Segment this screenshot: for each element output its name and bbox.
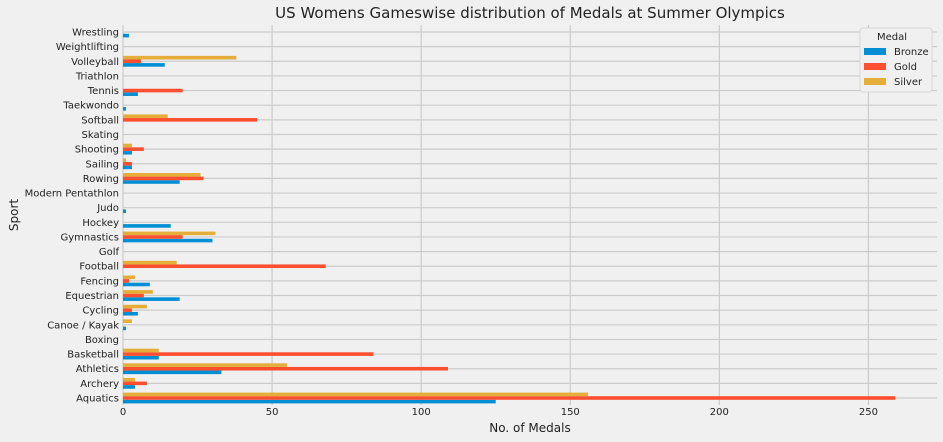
y-axis-label: Sport xyxy=(7,199,21,232)
bar-silver xyxy=(123,319,132,323)
x-tick-label: 200 xyxy=(710,407,729,418)
y-tick-label: Tennis xyxy=(87,86,119,97)
y-tick-label: Equestrian xyxy=(65,291,119,302)
bar-gold xyxy=(123,308,132,312)
bar-bronze xyxy=(123,224,171,228)
bar-bronze xyxy=(123,180,180,184)
x-tick-label: 150 xyxy=(561,407,580,418)
bar-bronze xyxy=(123,326,126,331)
bar-bronze xyxy=(123,33,129,38)
y-tick-label: Athletics xyxy=(76,364,119,375)
bar-bronze xyxy=(123,355,159,360)
bar-silver xyxy=(123,275,135,280)
bar-gold xyxy=(123,235,183,239)
y-tick-label: Judo xyxy=(96,203,119,214)
y-tick-label: Gymnastics xyxy=(61,232,120,243)
bar-silver xyxy=(123,304,147,309)
y-tick-label: Fencing xyxy=(80,276,119,287)
y-tick-label: Skating xyxy=(82,130,119,141)
bar-bronze xyxy=(123,209,126,214)
bar-gold xyxy=(123,59,141,64)
bar-bronze xyxy=(123,282,150,287)
y-tick-label: Archery xyxy=(80,379,119,390)
bar-gold xyxy=(123,88,183,93)
bar-gold xyxy=(123,396,896,400)
legend-label-bronze: Bronze xyxy=(894,47,929,58)
chart-title: US Womens Gameswise distribution of Meda… xyxy=(275,4,785,22)
bar-gold xyxy=(123,118,258,122)
bar-silver xyxy=(123,392,589,397)
y-tick-label: Cycling xyxy=(82,306,119,317)
bar-silver xyxy=(123,55,237,60)
bar-silver xyxy=(123,173,201,177)
legend-label-silver: Silver xyxy=(894,77,923,88)
y-tick-label: Sailing xyxy=(86,159,120,170)
y-tick-label: Triathlon xyxy=(75,71,119,82)
legend-box xyxy=(859,27,933,93)
legend-swatch-silver xyxy=(864,78,886,85)
plot-area: 0 50 100 150 200 250 Aquatics Archery Athletics B… xyxy=(25,25,937,418)
y-tick-label: Wrestling xyxy=(72,28,119,39)
x-axis-label: No. of Medals xyxy=(489,421,570,435)
x-tick-label: 50 xyxy=(266,407,279,418)
y-tick-label: Softball xyxy=(81,115,119,126)
bar-silver xyxy=(123,114,168,119)
legend-title: Medal xyxy=(877,32,907,43)
bar-silver xyxy=(123,158,126,162)
bar-gold xyxy=(123,147,144,151)
bar-bronze xyxy=(123,385,135,389)
plot-background xyxy=(123,25,937,405)
y-tick-label: Weightlifting xyxy=(56,42,119,53)
x-tick-label: 100 xyxy=(412,407,431,418)
bar-bronze xyxy=(123,92,138,96)
legend: Medal Bronze Gold Silver xyxy=(859,27,933,93)
bar-gold xyxy=(123,161,132,166)
bar-silver xyxy=(123,348,159,353)
legend-swatch-gold xyxy=(864,63,886,70)
y-tick-label: Football xyxy=(79,262,119,273)
bar-bronze xyxy=(123,165,132,170)
bar-silver xyxy=(123,231,216,236)
x-tick-label: 250 xyxy=(859,407,878,418)
bar-gold xyxy=(123,264,326,269)
bar-silver xyxy=(123,377,135,382)
y-tick-label: Boxing xyxy=(85,335,119,346)
legend-label-gold: Gold xyxy=(894,62,917,73)
y-tick-label: Aquatics xyxy=(76,394,119,405)
bar-gold xyxy=(123,279,129,283)
bar-silver xyxy=(123,143,132,148)
bar-bronze xyxy=(123,370,222,375)
y-tick-label: Basketball xyxy=(67,350,119,361)
x-tick-label: 0 xyxy=(120,407,126,418)
y-tick-label: Canoe / Kayak xyxy=(47,320,119,331)
bar-silver xyxy=(123,260,177,265)
bar-bronze xyxy=(123,107,126,111)
bar-bronze xyxy=(123,150,132,155)
y-tick-label: Volleyball xyxy=(71,57,119,68)
y-tick-label: Golf xyxy=(99,247,120,258)
y-tick-label: Taekwondo xyxy=(62,101,119,112)
bar-bronze xyxy=(123,311,138,316)
bar-gold xyxy=(123,366,449,371)
bar-silver xyxy=(123,363,287,367)
y-tick-label: Shooting xyxy=(75,145,119,156)
bar-gold xyxy=(123,352,374,356)
bar-gold xyxy=(123,176,204,181)
bar-bronze xyxy=(123,63,165,67)
bar-bronze xyxy=(123,238,213,243)
bar-bronze xyxy=(123,399,496,404)
bar-gold xyxy=(123,293,144,298)
bar-bronze xyxy=(123,297,180,301)
y-tick-label: Modern Pentathlon xyxy=(25,189,119,200)
bar-silver xyxy=(123,290,153,294)
y-tick-label: Hockey xyxy=(82,218,119,229)
legend-swatch-bronze xyxy=(864,48,886,55)
bar-gold xyxy=(123,381,147,386)
y-tick-label: Rowing xyxy=(83,174,119,185)
